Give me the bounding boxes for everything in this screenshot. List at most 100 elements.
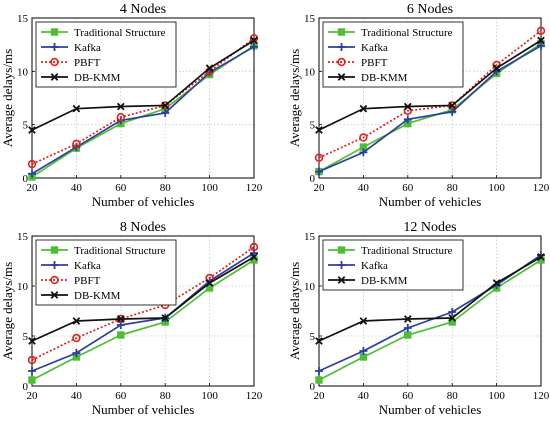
marker-cross xyxy=(337,73,346,81)
x-tick-label: 80 xyxy=(447,182,459,194)
marker-circle xyxy=(116,112,126,122)
marker-square xyxy=(50,246,59,254)
marker-cross xyxy=(250,36,258,45)
x-tick-label: 60 xyxy=(115,390,127,402)
marker-plus xyxy=(28,367,36,375)
marker-square xyxy=(337,28,346,36)
y-tick-label: 10 xyxy=(17,281,29,293)
marker-square xyxy=(28,376,36,384)
marker-plus xyxy=(315,367,323,375)
marker-cross xyxy=(337,276,346,284)
marker-plus xyxy=(537,41,545,50)
x-axis-label: Number of vehicles xyxy=(92,194,195,209)
y-axis-label: Average delays/ms xyxy=(287,49,302,147)
legend-label: Kafka xyxy=(361,42,388,54)
marker-cross xyxy=(448,314,457,322)
marker-cross xyxy=(403,315,412,323)
x-tick-label: 40 xyxy=(358,390,370,402)
marker-cross xyxy=(161,314,170,322)
marker-cross xyxy=(315,337,323,345)
marker-cross xyxy=(250,253,258,261)
y-tick-label: 15 xyxy=(304,231,316,243)
marker-plus xyxy=(403,115,412,124)
legend-label: Traditional Structure xyxy=(74,245,166,257)
chart-title: 6 Nodes xyxy=(407,2,453,17)
marker-cross xyxy=(50,73,59,81)
series-line xyxy=(318,42,542,173)
legend-label: Kafka xyxy=(74,42,101,54)
marker-plus xyxy=(337,261,346,269)
x-axis-label: Number of vehicles xyxy=(92,402,195,417)
marker-plus xyxy=(315,167,323,176)
x-tick-label: 40 xyxy=(71,390,83,402)
series-line xyxy=(31,246,255,361)
legend-label: Kafka xyxy=(361,260,388,272)
marker-cross xyxy=(448,101,457,110)
series-line xyxy=(31,252,255,372)
x-tick-label: 80 xyxy=(160,390,172,402)
x-tick-label: 120 xyxy=(533,182,550,194)
y-tick-label: 0 xyxy=(310,173,316,185)
legend-label: DB-KMM xyxy=(361,72,408,84)
series-line xyxy=(318,44,542,173)
legend-label: PBFT xyxy=(74,57,101,69)
legend-label: Traditional Structure xyxy=(74,27,166,39)
chart-panel: 20 40 60 80 100 120 0 5 10 15 12 Nodes Number of ve… xyxy=(287,220,550,417)
legend-label: DB-KMM xyxy=(74,290,121,302)
axes-frame xyxy=(31,235,255,387)
y-tick-label: 5 xyxy=(23,331,29,343)
legend-label: Kafka xyxy=(74,260,101,272)
marker-cross xyxy=(28,126,36,134)
marker-circle xyxy=(72,333,81,343)
marker-plus xyxy=(50,43,59,51)
y-tick-label: 0 xyxy=(23,381,29,393)
y-tick-label: 10 xyxy=(304,281,316,293)
marker-cross xyxy=(537,253,545,261)
y-tick-label: 0 xyxy=(310,381,316,393)
marker-circle xyxy=(205,273,214,283)
marker-circle xyxy=(50,275,59,285)
marker-cross xyxy=(28,337,36,345)
marker-plus xyxy=(359,148,368,157)
y-axis-label: Average delays/ms xyxy=(0,262,15,360)
axes-frame xyxy=(318,235,542,387)
series-line xyxy=(31,259,255,381)
marker-cross xyxy=(205,64,214,72)
marker-circle xyxy=(314,153,324,162)
marker-plus xyxy=(72,349,81,357)
marker-cross xyxy=(72,317,81,325)
marker-plus xyxy=(161,108,170,117)
series-line xyxy=(31,256,255,342)
x-tick-label: 20 xyxy=(314,390,326,402)
y-tick-label: 10 xyxy=(304,66,316,78)
marker-cross xyxy=(537,36,545,45)
marker-cross xyxy=(403,102,412,111)
chart-title: 8 Nodes xyxy=(120,220,166,235)
legend-label: Traditional Structure xyxy=(361,27,453,39)
series-line xyxy=(318,259,542,381)
x-tick-label: 60 xyxy=(402,182,414,194)
legend-label: PBFT xyxy=(361,57,388,69)
y-tick-label: 15 xyxy=(17,231,29,243)
x-tick-label: 80 xyxy=(447,390,459,402)
x-tick-label: 100 xyxy=(488,390,505,402)
x-tick-label: 60 xyxy=(402,390,414,402)
chart-panel: 20 40 60 80 100 120 0 5 10 15 8 Nodes Number of veh… xyxy=(0,220,263,417)
legend-label: DB-KMM xyxy=(74,72,121,84)
legend-label: DB-KMM xyxy=(361,275,408,287)
marker-circle xyxy=(27,355,37,365)
y-tick-label: 5 xyxy=(310,120,316,132)
marker-plus xyxy=(250,42,258,51)
marker-cross xyxy=(161,101,170,110)
series-line xyxy=(318,254,542,372)
x-tick-label: 20 xyxy=(27,182,39,194)
marker-circle xyxy=(359,133,368,142)
x-tick-label: 120 xyxy=(533,390,550,402)
marker-circle xyxy=(72,139,81,149)
x-tick-label: 20 xyxy=(27,390,39,402)
marker-square xyxy=(315,376,323,384)
marker-plus xyxy=(50,261,59,269)
marker-plus xyxy=(359,347,368,355)
marker-plus xyxy=(28,169,36,178)
